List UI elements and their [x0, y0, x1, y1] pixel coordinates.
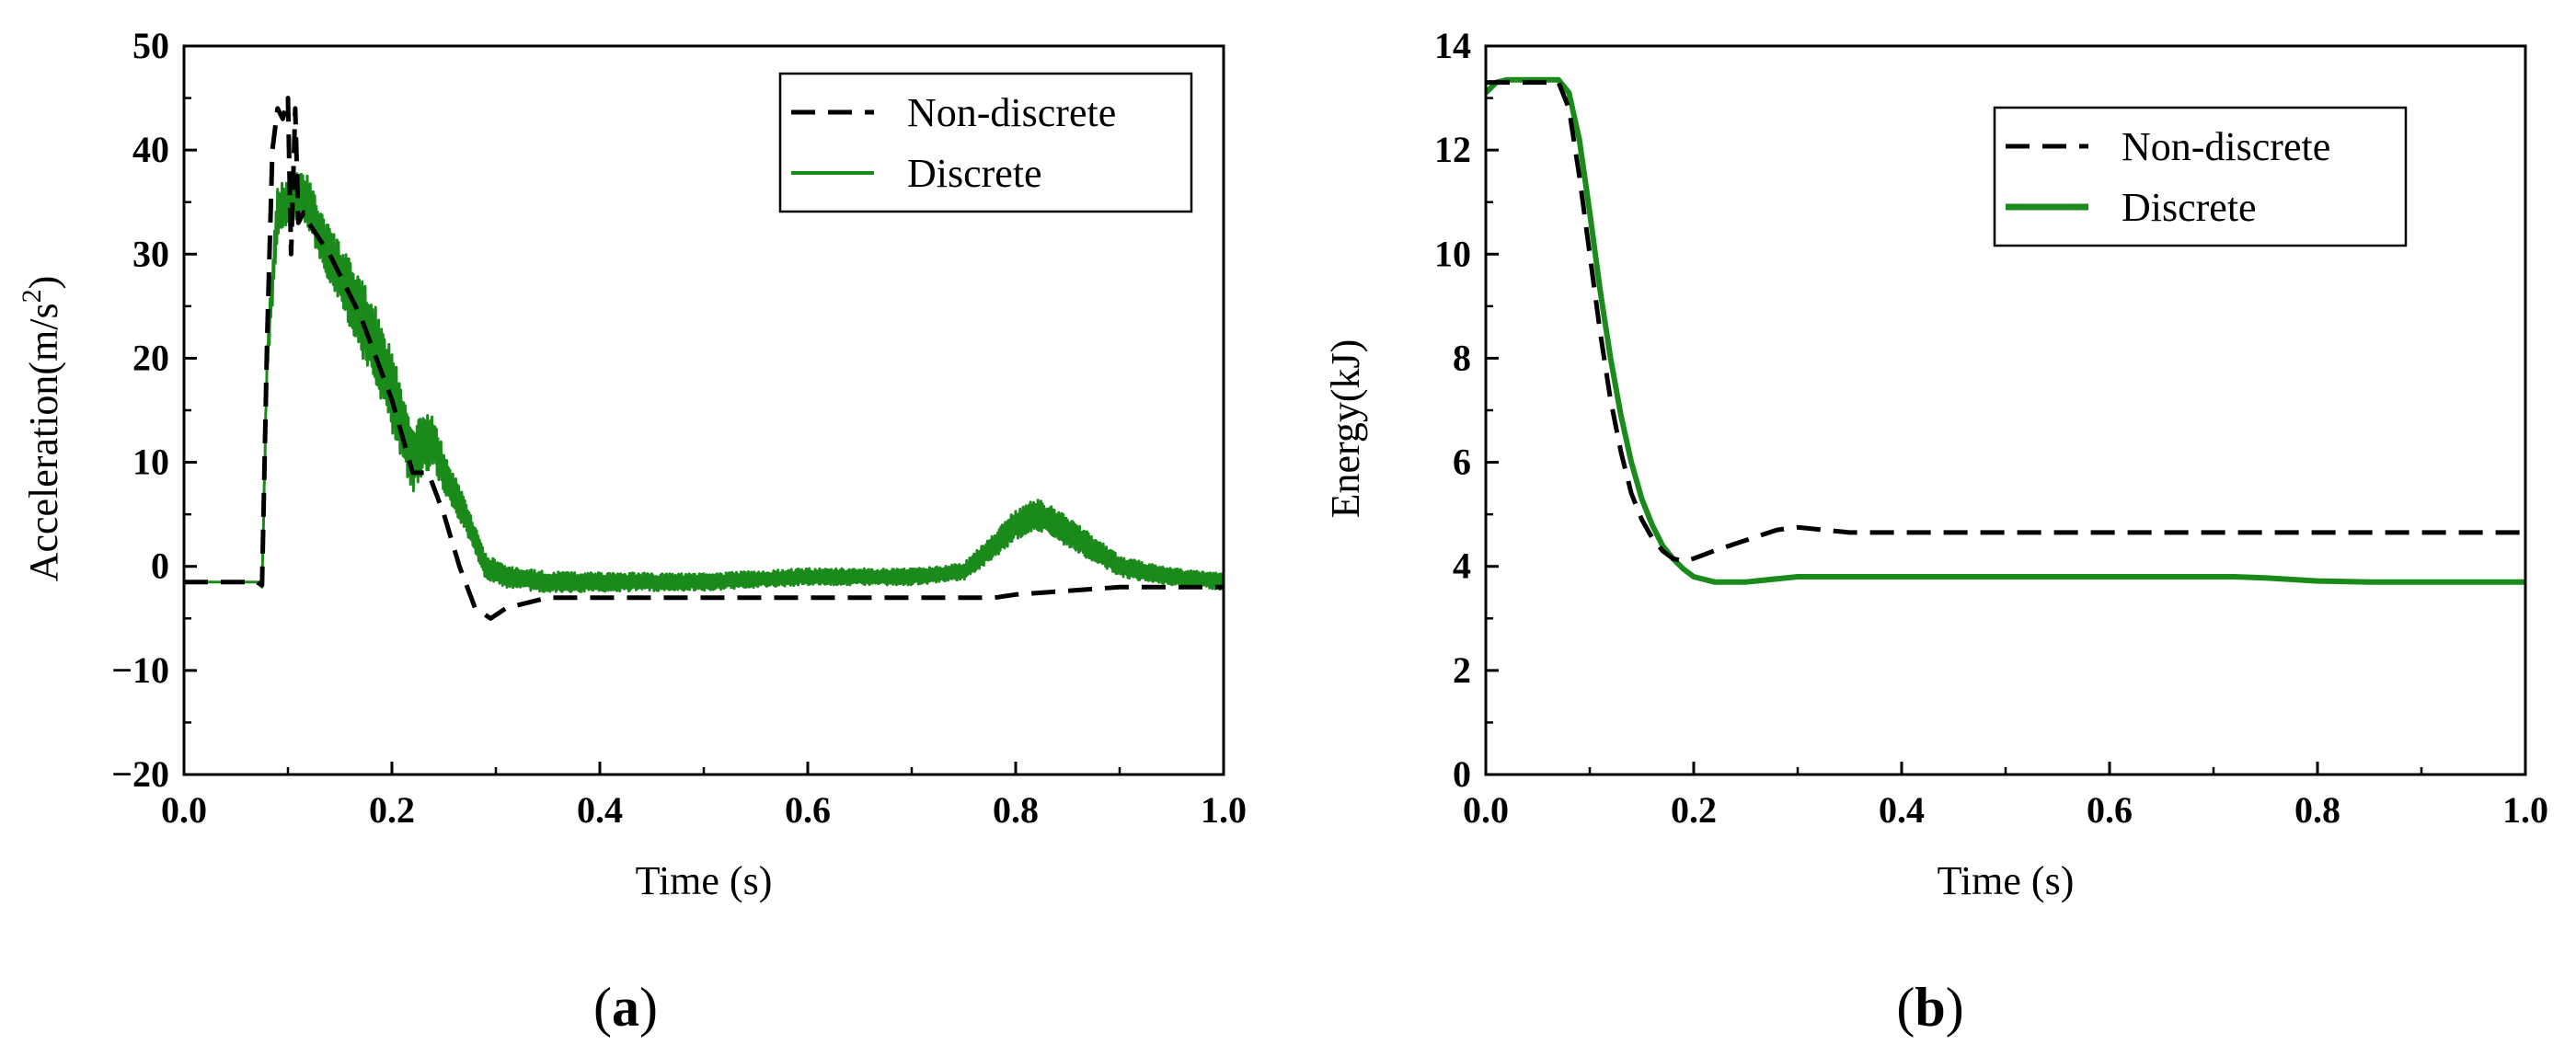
- panel-b-plot-area: [1486, 76, 2525, 585]
- x-tick-label: 0.8: [2294, 789, 2340, 831]
- y-tick-label: 14: [1434, 25, 1471, 66]
- panel-a-legend-label-non-discrete: Non-discrete: [907, 90, 1116, 135]
- y-tick-label: 50: [132, 25, 169, 66]
- non-discrete-series-line: [1486, 80, 2525, 564]
- y-tick-label: 10: [1434, 233, 1471, 274]
- discrete-series-line: [1486, 76, 2525, 585]
- panel-a-chart: 0.0 0.2 0.4 0.6 0.8 1.0 −20 −10 0 10 20 30 40 50 Time…: [17, 25, 1247, 1038]
- panel-b-legend-label-non-discrete: Non-discrete: [2122, 124, 2330, 169]
- y-tick-label: −20: [111, 753, 169, 795]
- panel-b-caption: (b): [1896, 977, 1963, 1038]
- x-tick-label: 0.8: [993, 789, 1039, 831]
- panel-a-legend-label-discrete: Discrete: [907, 151, 1042, 196]
- panel-b-ticks: 0.0 0.2 0.4 0.6 0.8 1.0 0 2 4 6 8 10 12 14: [1434, 25, 2548, 831]
- x-tick-label: 0.6: [785, 789, 831, 831]
- x-tick-label: 0.2: [1671, 789, 1717, 831]
- panel-a-y-axis-label: Acceleration(m/s2): [17, 276, 66, 582]
- y-tick-label: 2: [1453, 649, 1471, 691]
- y-tick-label: 20: [132, 337, 169, 378]
- y-tick-label: 4: [1453, 545, 1471, 587]
- y-tick-label: 12: [1434, 129, 1471, 170]
- y-tick-label: 40: [132, 129, 169, 170]
- panel-b-legend: Non-discrete Discrete: [1993, 106, 2408, 247]
- panel-a-legend: Non-discrete Discrete: [778, 72, 1193, 213]
- panel-b-legend-box: [1993, 106, 2408, 247]
- x-tick-label: 1.0: [2502, 789, 2548, 831]
- y-tick-label: 10: [132, 442, 169, 483]
- panel-a-ticks: 0.0 0.2 0.4 0.6 0.8 1.0 −20 −10 0 10 20 30 40 50: [111, 25, 1247, 831]
- y-tick-label: 6: [1453, 442, 1471, 483]
- panel-b-y-axis-label: Energy(kJ): [1323, 339, 1368, 519]
- panel-b-x-axis-label: Time (s): [1938, 858, 2075, 903]
- y-tick-label: 0: [151, 545, 169, 587]
- discrete-series-line: [184, 172, 1224, 593]
- non-discrete-series-line: [184, 96, 1224, 621]
- x-tick-label: 0.2: [369, 789, 415, 831]
- panel-b-chart: 0.0 0.2 0.4 0.6 0.8 1.0 0 2 4 6 8 10 12 14 Time (s) E…: [1323, 25, 2548, 1038]
- panel-b-legend-label-discrete: Discrete: [2122, 185, 2257, 230]
- panel-a-legend-box: [778, 72, 1193, 213]
- panel-a-caption: (a): [593, 977, 658, 1038]
- x-tick-label: 0.0: [161, 789, 207, 831]
- x-tick-label: 0.4: [1879, 789, 1925, 831]
- y-tick-label: 30: [132, 233, 169, 274]
- y-tick-label: −10: [111, 649, 169, 691]
- y-tick-label: 0: [1453, 753, 1471, 795]
- x-tick-label: 1.0: [1201, 789, 1247, 831]
- panel-a-x-axis-label: Time (s): [636, 858, 773, 903]
- y-tick-label: 8: [1453, 337, 1471, 378]
- x-tick-label: 0.6: [2087, 789, 2133, 831]
- x-tick-label: 0.0: [1463, 789, 1509, 831]
- panel-a-plot-area: [184, 96, 1224, 621]
- x-tick-label: 0.4: [577, 789, 623, 831]
